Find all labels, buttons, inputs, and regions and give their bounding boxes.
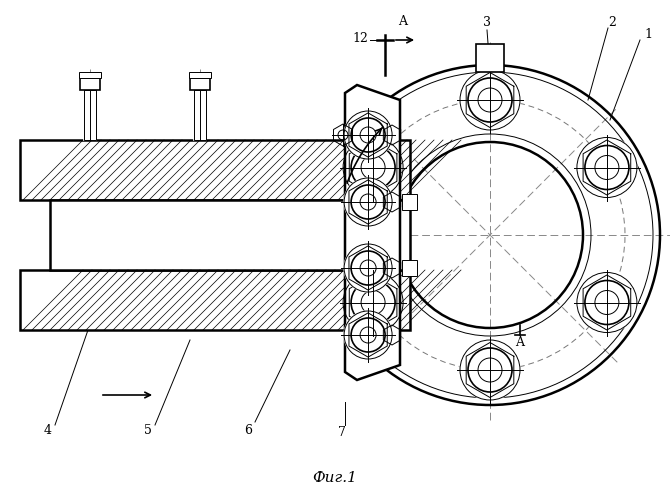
Bar (402, 194, 417, 210)
Bar (84, 90, 96, 140)
Bar (20, 140, 410, 200)
Bar (84, 90, 96, 140)
Circle shape (577, 272, 637, 332)
Bar (190, 78, 210, 90)
Text: 6: 6 (244, 424, 252, 436)
Text: 5: 5 (144, 424, 152, 436)
Text: A: A (399, 15, 407, 28)
Text: A: A (515, 336, 525, 348)
Circle shape (343, 272, 403, 332)
Circle shape (320, 65, 660, 405)
Bar (50, 200, 410, 270)
Bar (79, 72, 101, 78)
Circle shape (460, 340, 520, 400)
Bar (20, 270, 410, 330)
Circle shape (344, 111, 392, 159)
Text: 12: 12 (352, 32, 368, 44)
Bar (194, 90, 206, 140)
Circle shape (344, 311, 392, 359)
Text: 3: 3 (483, 16, 491, 28)
Text: 1: 1 (644, 28, 652, 42)
Polygon shape (345, 85, 400, 380)
Circle shape (343, 138, 403, 198)
Text: 2: 2 (608, 16, 616, 28)
Text: 4: 4 (44, 424, 52, 436)
Bar (476, 44, 504, 72)
Text: Фиг.1: Фиг.1 (313, 471, 357, 485)
Bar (194, 90, 206, 140)
Bar (402, 260, 417, 276)
Circle shape (344, 244, 392, 292)
Text: 7: 7 (338, 426, 346, 438)
Bar (189, 72, 211, 78)
Bar (80, 78, 100, 90)
Circle shape (577, 138, 637, 198)
Circle shape (344, 178, 392, 226)
Circle shape (460, 70, 520, 130)
